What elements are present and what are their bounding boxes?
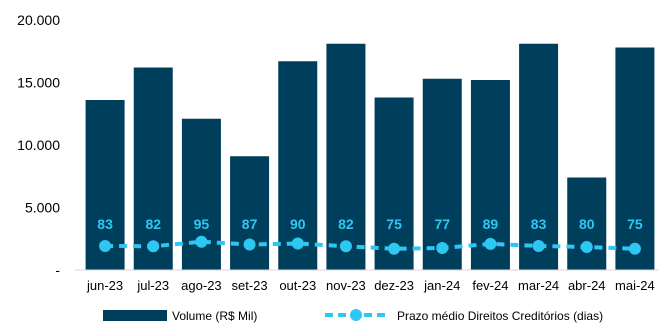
prazo-marker-jan-24	[436, 242, 449, 255]
x-tick-label: abr-24	[568, 278, 606, 293]
prazo-marker-out-23	[291, 237, 304, 250]
bar-out-23	[278, 61, 318, 270]
bar-jul-23	[133, 67, 173, 270]
x-tick-label: nov-23	[326, 278, 366, 293]
prazo-data-label: 77	[434, 216, 450, 232]
prazo-line	[105, 239, 635, 251]
bar-abr-24	[567, 177, 607, 270]
y-tick-label: 20.000	[17, 12, 60, 28]
bar-nov-23	[326, 43, 366, 270]
line-data-labels: 83 82 95 87 90 82 75 77 89 83 80 75	[97, 216, 643, 232]
prazo-data-label: 82	[338, 216, 354, 232]
prazo-marker-abr-24	[580, 241, 593, 253]
prazo-marker-set-23	[243, 238, 256, 251]
bar-jan-24	[422, 78, 462, 270]
x-tick-label: ago-23	[181, 278, 221, 293]
prazo-marker-ago-23	[195, 235, 208, 248]
line-series	[99, 235, 641, 255]
x-tick-label: dez-23	[374, 278, 414, 293]
prazo-marker-mar-24	[532, 239, 545, 252]
bar-mai-24	[615, 47, 655, 270]
prazo-marker-fev-24	[484, 237, 497, 250]
prazo-data-label: 75	[627, 216, 643, 232]
prazo-marker-dez-23	[388, 242, 401, 255]
y-tick-label: -	[55, 262, 60, 278]
bar-mar-24	[519, 43, 559, 270]
y-tick-label: 10.000	[17, 137, 60, 153]
bar-dez-23	[374, 97, 414, 270]
x-tick-label: out-23	[279, 278, 316, 293]
prazo-marker-mai-24	[628, 242, 641, 255]
y-tick-label: 5.000	[25, 200, 60, 216]
legend-swatch-volume	[103, 310, 167, 321]
legend: Volume (R$ Mil) Prazo médio Direitos Cre…	[103, 309, 603, 323]
prazo-data-label: 75	[386, 216, 402, 232]
prazo-marker-nov-23	[339, 240, 352, 253]
bar-set-23	[230, 156, 270, 270]
x-tick-label: fev-24	[472, 278, 508, 293]
prazo-data-label: 82	[145, 216, 161, 232]
legend-label-prazo: Prazo médio Direitos Creditórios (dias)	[397, 309, 603, 323]
prazo-data-label: 90	[290, 216, 306, 232]
prazo-data-label: 87	[242, 216, 258, 232]
prazo-marker-jul-23	[147, 240, 160, 253]
y-axis: 20.000 15.000 10.000 5.000 -	[17, 12, 60, 278]
x-tick-label: jan-24	[423, 278, 460, 293]
x-tick-label: mai-24	[615, 278, 655, 293]
prazo-data-label: 95	[194, 216, 210, 232]
prazo-data-label: 89	[483, 216, 499, 232]
x-tick-label: set-23	[232, 278, 268, 293]
x-tick-label: mar-24	[518, 278, 559, 293]
prazo-data-label: 80	[579, 216, 595, 232]
legend-label-volume: Volume (R$ Mil)	[172, 309, 257, 323]
x-tick-label: jun-23	[86, 278, 123, 293]
bar-series	[85, 43, 655, 270]
x-tick-label: jul-23	[136, 278, 169, 293]
y-tick-label: 15.000	[17, 75, 60, 91]
prazo-data-label: 83	[97, 216, 113, 232]
prazo-data-label: 83	[531, 216, 547, 232]
x-axis: jun-23 jul-23 ago-23 set-23 out-23 nov-23 dez-…	[86, 278, 655, 293]
prazo-marker-jun-23	[99, 239, 112, 252]
legend-swatch-prazo-marker	[350, 309, 362, 321]
